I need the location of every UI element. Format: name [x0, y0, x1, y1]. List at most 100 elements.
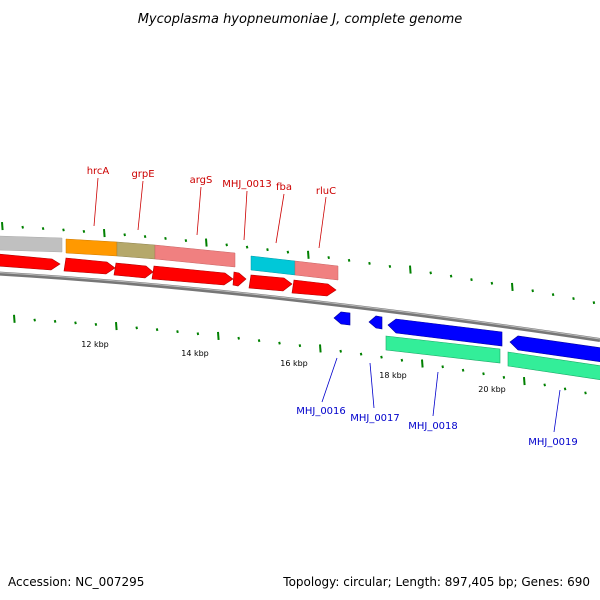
minor-tick	[155, 328, 159, 332]
leader-line	[321, 357, 338, 403]
cds-arrow-forward[interactable]	[291, 279, 337, 297]
reverse-gene-labels: MHJ_0016 MHJ_0017 MHJ_0018 MHJ_0019	[296, 357, 578, 448]
cds-arrow-forward[interactable]	[0, 253, 61, 271]
leader-line	[553, 389, 561, 433]
gene-label-forward[interactable]: MHJ_0013	[222, 179, 272, 190]
minor-tick	[245, 245, 249, 249]
minor-tick	[327, 256, 330, 260]
leader-line	[275, 193, 285, 244]
minor-tick	[429, 271, 432, 275]
forward-feature-track	[0, 235, 339, 281]
minor-tick	[225, 243, 228, 247]
minor-tick	[266, 248, 269, 252]
major-tick	[511, 282, 514, 291]
major-tick	[103, 229, 106, 238]
minor-tick	[196, 332, 200, 336]
green-feature[interactable]	[507, 351, 600, 381]
leader-line	[243, 190, 248, 241]
minor-tick	[490, 281, 494, 285]
cds-arrow-forward[interactable]	[232, 271, 247, 287]
minor-tick	[33, 318, 36, 322]
cyan-feature[interactable]	[250, 255, 296, 276]
minor-tick	[572, 297, 575, 301]
leader-line	[93, 177, 99, 227]
minor-tick	[257, 339, 261, 343]
cds-arrow-forward[interactable]	[248, 274, 293, 292]
gene-label-reverse[interactable]: MHJ_0018	[408, 421, 458, 432]
kbp-label: 18 kbp	[379, 371, 407, 380]
minor-tick	[470, 278, 473, 282]
gene-label-forward[interactable]: grpE	[131, 169, 154, 180]
minor-tick	[21, 225, 24, 229]
minor-tick	[482, 372, 485, 376]
minor-tick	[551, 293, 555, 297]
leader-line	[369, 362, 375, 409]
minor-tick	[53, 319, 57, 323]
gene-label-reverse[interactable]: MHJ_0016	[296, 406, 346, 417]
olive-feature[interactable]	[116, 241, 156, 260]
cds-arrow-reverse[interactable]	[387, 318, 503, 347]
gene-label-forward[interactable]: rluC	[316, 186, 336, 197]
minor-tick	[94, 322, 98, 326]
minor-tick	[388, 264, 392, 268]
minor-tick	[347, 258, 351, 262]
minor-tick	[543, 383, 546, 387]
major-tick	[217, 331, 220, 340]
cds-arrow-reverse[interactable]	[368, 315, 383, 330]
pink-feature[interactable]	[294, 260, 339, 281]
minor-tick	[164, 236, 167, 240]
kbp-label: 14 kbp	[181, 349, 209, 358]
cds-arrow-reverse[interactable]	[333, 311, 351, 326]
forward-cds-track	[0, 253, 337, 297]
topology-summary: Topology: circular; Length: 897,405 bp; …	[282, 575, 590, 589]
cds-arrow-forward[interactable]	[113, 262, 154, 279]
gene-label-forward[interactable]: fba	[276, 182, 292, 193]
major-tick	[205, 238, 208, 247]
major-tick	[115, 322, 118, 331]
minor-tick	[123, 233, 126, 237]
orange-feature[interactable]	[65, 238, 118, 257]
minor-tick	[135, 326, 138, 330]
gene-label-forward[interactable]: argS	[190, 175, 213, 186]
forward-gene-labels: hrcA grpE argS MHJ_0013 fba rluC	[87, 166, 336, 249]
minor-tick	[298, 344, 302, 348]
minor-tick	[584, 391, 587, 395]
minor-tick	[176, 330, 179, 334]
gene-label-reverse[interactable]: MHJ_0019	[528, 437, 578, 448]
cds-arrow-forward[interactable]	[63, 257, 116, 275]
major-tick	[523, 377, 526, 386]
minor-tick	[592, 301, 596, 305]
pink-feature[interactable]	[154, 244, 236, 268]
kbp-label: 20 kbp	[478, 385, 506, 394]
minor-tick	[461, 368, 465, 372]
gene-label-reverse[interactable]: MHJ_0017	[350, 413, 400, 424]
inner-tick-ring	[13, 314, 587, 395]
minor-tick	[359, 352, 363, 356]
minor-tick	[41, 227, 45, 231]
minor-tick	[368, 261, 371, 265]
cds-arrow-forward[interactable]	[151, 265, 234, 286]
gene-label-forward[interactable]: hrcA	[87, 166, 110, 177]
major-tick	[307, 250, 310, 259]
minor-tick	[400, 358, 404, 362]
minor-tick	[237, 336, 240, 340]
major-tick	[319, 344, 322, 353]
minor-tick	[441, 365, 444, 369]
genome-backbone-highlight	[0, 272, 600, 340]
kbp-label: 16 kbp	[280, 359, 308, 368]
minor-tick	[563, 387, 567, 391]
reverse-cds-track	[333, 311, 600, 363]
leader-line	[196, 186, 202, 236]
grey-feature[interactable]	[0, 235, 63, 253]
minor-tick	[339, 349, 342, 353]
minor-tick	[62, 228, 65, 232]
green-feature[interactable]	[385, 335, 501, 364]
minor-tick	[502, 375, 506, 379]
reverse-feature-track	[385, 335, 600, 381]
kbp-label: 12 kbp	[81, 340, 109, 349]
cds-arrow-reverse[interactable]	[509, 335, 600, 363]
major-tick	[1, 222, 4, 231]
major-tick	[421, 359, 424, 368]
minor-tick	[286, 250, 290, 254]
